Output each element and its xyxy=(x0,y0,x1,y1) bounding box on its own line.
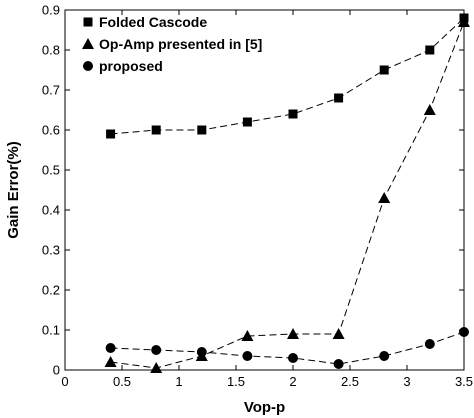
data-point-s1-0 xyxy=(104,356,117,367)
legend-label-1: Op-Amp presented in [5] xyxy=(99,36,262,52)
data-point-s0-4 xyxy=(288,109,298,119)
legend-label-2: proposed xyxy=(99,58,163,74)
data-point-s2-4 xyxy=(288,353,298,363)
data-point-s2-5 xyxy=(333,359,344,369)
series-line-1 xyxy=(110,21,465,369)
legend-marker-0 xyxy=(83,17,93,27)
data-point-s0-7 xyxy=(425,45,435,55)
data-point-s0-3 xyxy=(242,117,252,127)
x-tick-label-2: 1 xyxy=(175,374,182,389)
x-tick-label-7: 3.5 xyxy=(455,374,473,389)
x-tick-label-1: 0.5 xyxy=(113,374,131,389)
data-point-s1-5 xyxy=(332,328,345,339)
data-point-s1-3 xyxy=(241,330,254,341)
plot-frame xyxy=(64,9,465,371)
y-tick-label-6: 0.6 xyxy=(42,123,60,138)
x-tick-label-0: 0 xyxy=(61,374,68,389)
data-point-s1-4 xyxy=(287,328,299,339)
x-axis-title: Vop-p xyxy=(244,399,285,416)
data-point-s1-7 xyxy=(423,104,436,115)
y-tick-label-7: 0.7 xyxy=(42,83,60,98)
y-tick-label-5: 0.5 xyxy=(42,163,60,178)
data-point-s2-6 xyxy=(379,351,390,361)
series-line-0 xyxy=(110,17,465,135)
y-tick-label-2: 0.2 xyxy=(42,283,60,298)
legend-marker-2 xyxy=(83,61,93,71)
data-point-s2-3 xyxy=(242,351,253,361)
data-point-s2-0 xyxy=(105,343,116,353)
y-tick-label-0: 0 xyxy=(53,363,60,378)
x-tick-label-5: 2.5 xyxy=(341,374,359,389)
data-point-s0-0 xyxy=(106,129,116,139)
data-point-s1-1 xyxy=(150,362,163,373)
series-line-2 xyxy=(110,331,465,365)
legend-label-0: Folded Cascode xyxy=(99,14,207,30)
data-point-s2-1 xyxy=(151,345,162,355)
data-point-s0-2 xyxy=(197,125,207,135)
y-tick-label-9: 0.9 xyxy=(42,3,60,18)
y-tick-label-3: 0.3 xyxy=(42,243,60,258)
y-tick-label-4: 0.4 xyxy=(42,203,60,218)
data-point-s2-2 xyxy=(196,347,207,357)
x-tick-label-4: 2 xyxy=(289,374,296,389)
data-point-s1-6 xyxy=(378,192,391,203)
data-point-s0-1 xyxy=(151,125,161,135)
legend-marker-1 xyxy=(82,38,94,49)
x-tick-label-3: 1.5 xyxy=(227,374,245,389)
data-point-s0-6 xyxy=(379,65,389,75)
y-tick-label-8: 0.8 xyxy=(42,43,60,58)
data-point-s2-7 xyxy=(424,339,435,349)
data-point-s0-5 xyxy=(334,93,344,103)
y-axis-title: Gain Error(%) xyxy=(5,141,22,239)
y-tick-label-1: 0.1 xyxy=(42,323,60,338)
x-tick-label-6: 3 xyxy=(403,374,410,389)
